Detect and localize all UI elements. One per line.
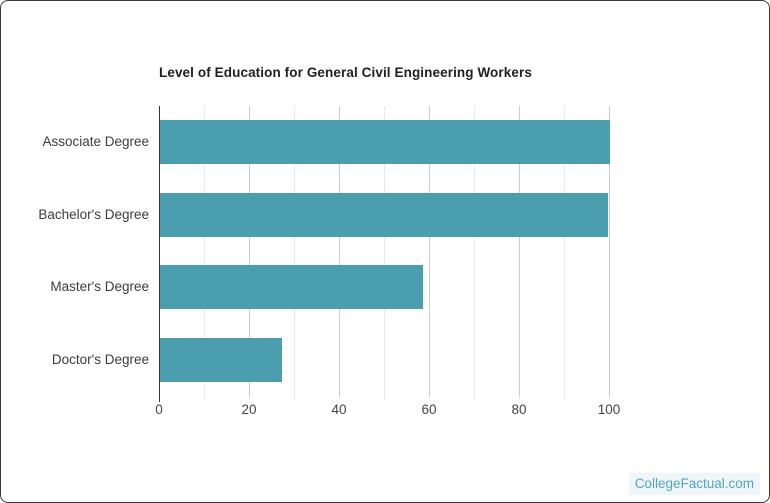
x-tick-label: 0 [155, 402, 163, 417]
x-axis-tick [159, 396, 160, 402]
x-axis-tick [339, 396, 340, 400]
bar-associate-degree [160, 120, 610, 165]
plot-area [159, 106, 626, 399]
y-axis-baseline [159, 106, 160, 399]
x-axis-tick [519, 396, 520, 400]
gridline-major [519, 106, 520, 396]
gridline-major [339, 106, 340, 396]
collegefactual-watermark-link[interactable]: CollegeFactual.com [628, 473, 760, 495]
x-tick-label: 40 [331, 402, 347, 417]
gridline-major [429, 106, 430, 396]
category-label: Doctor's Degree [51, 351, 149, 367]
category-label: Bachelor's Degree [38, 206, 149, 222]
x-axis-tick [429, 396, 430, 400]
x-axis-tick [564, 396, 565, 400]
bar-master-s-degree [160, 265, 424, 310]
x-axis-tick [294, 396, 295, 400]
category-label: Associate Degree [42, 134, 149, 150]
gridline-minor [294, 106, 295, 396]
x-axis-tick [609, 396, 610, 400]
x-axis-tick [249, 396, 250, 400]
gridline-minor [474, 106, 475, 396]
gridline-minor [384, 106, 385, 396]
x-axis-tick [384, 396, 385, 400]
x-tick-label: 20 [241, 402, 257, 417]
gridline-minor [204, 106, 205, 396]
bar-doctor-s-degree [160, 337, 282, 382]
gridline-minor [564, 106, 565, 396]
chart-title: Level of Education for General Civil Eng… [159, 65, 532, 80]
x-tick-label: 80 [511, 402, 527, 417]
bar-bachelor-s-degree [160, 192, 608, 237]
x-tick-label: 100 [597, 402, 621, 417]
category-label: Master's Degree [50, 279, 149, 295]
x-tick-label: 60 [421, 402, 437, 417]
gridline-major [249, 106, 250, 396]
x-axis-tick [204, 396, 205, 400]
x-axis-tick [474, 396, 475, 400]
gridline-major [609, 106, 610, 396]
